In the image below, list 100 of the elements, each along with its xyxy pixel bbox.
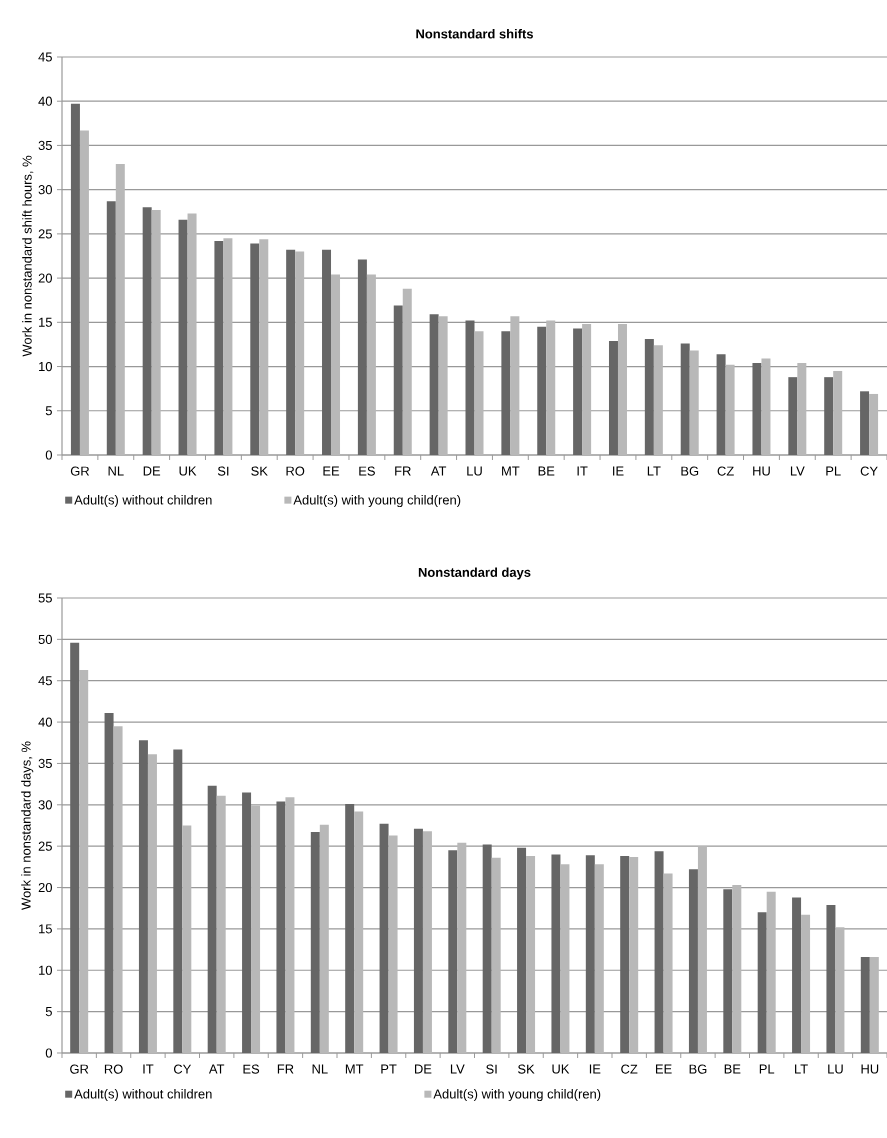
- x-tick-label: IE: [589, 1064, 601, 1074]
- bar: [147, 754, 157, 1053]
- bar: [448, 850, 458, 1053]
- x-tick-label: IE: [613, 466, 624, 476]
- bar: [644, 339, 654, 455]
- bar: [716, 354, 726, 455]
- x-tick-label: AT: [208, 1064, 225, 1074]
- x-tick-label: HU: [753, 466, 770, 476]
- x-tick-label: GR: [70, 466, 90, 476]
- y-tick-label: 45: [38, 676, 52, 686]
- bar: [801, 914, 811, 1053]
- bar: [285, 797, 295, 1053]
- bar: [788, 377, 798, 455]
- bar: [620, 856, 630, 1053]
- bar: [860, 391, 870, 455]
- bar: [757, 912, 767, 1053]
- x-tick-label: NL: [108, 466, 124, 476]
- x-tick-label: IT: [143, 1064, 154, 1074]
- y-tick-label: 10: [39, 361, 52, 372]
- bar: [70, 103, 80, 455]
- bar: [792, 897, 802, 1053]
- bar: [833, 370, 843, 455]
- x-tick-label: SK: [518, 1064, 535, 1074]
- y-tick-label: 25: [38, 841, 52, 851]
- x-tick-label: PL: [759, 1064, 775, 1074]
- bar: [331, 274, 341, 455]
- bar: [551, 854, 561, 1053]
- bar: [187, 213, 197, 455]
- chart-title: Nonstandard shifts: [416, 28, 533, 39]
- bar: [251, 805, 261, 1053]
- bar: [319, 824, 329, 1053]
- x-tick-label: BE: [724, 1064, 741, 1074]
- x-tick-label: RO: [104, 1064, 123, 1074]
- bar: [797, 363, 807, 455]
- bar: [182, 825, 192, 1053]
- x-tick-label: SI: [486, 1064, 497, 1074]
- bar: [474, 331, 484, 455]
- x-tick-label: LV: [790, 466, 805, 476]
- x-tick-label: PL: [826, 466, 841, 476]
- x-tick-label: AT: [430, 466, 447, 476]
- x-tick-label: DE: [415, 1064, 432, 1074]
- bar: [491, 857, 501, 1053]
- y-tick-label: 25: [38, 229, 52, 239]
- y-tick-label: 5: [45, 406, 52, 416]
- y-tick-label: 20: [38, 882, 52, 893]
- bar: [310, 832, 320, 1053]
- bar: [517, 847, 527, 1053]
- bar: [869, 393, 879, 455]
- x-tick-label: EE: [655, 1064, 672, 1074]
- bar: [345, 803, 355, 1053]
- x-tick-label: HU: [861, 1064, 879, 1074]
- bar: [142, 207, 152, 455]
- x-tick-label: CY: [173, 1064, 192, 1074]
- bar: [546, 320, 556, 455]
- bar: [608, 340, 618, 455]
- x-tick-label: BG: [689, 1064, 707, 1074]
- y-tick-label: 0: [45, 450, 52, 460]
- y-tick-label: 45: [38, 52, 52, 62]
- y-axis-title: Work in nonstandard days, %: [21, 741, 34, 910]
- y-tick-label: 30: [38, 800, 52, 810]
- bar: [826, 904, 836, 1053]
- x-tick-label: EE: [323, 466, 340, 476]
- bar: [422, 831, 432, 1053]
- bar: [322, 249, 332, 455]
- bar: [438, 316, 448, 455]
- bar: [688, 869, 698, 1053]
- bar: [617, 324, 627, 455]
- y-tick-label: 15: [39, 924, 52, 934]
- x-tick-label: NL: [312, 1064, 328, 1074]
- chart-title: Nonstandard days: [418, 567, 531, 580]
- bar: [654, 851, 664, 1053]
- y-axis-title: Work in nonstandard shift hours, %: [22, 155, 34, 357]
- bar: [689, 350, 699, 455]
- bar: [573, 328, 583, 455]
- bar: [824, 377, 834, 455]
- x-tick-label: LT: [795, 1064, 808, 1074]
- bar: [379, 823, 389, 1053]
- bar: [79, 130, 89, 455]
- x-tick-label: MT: [345, 1064, 364, 1074]
- bar: [835, 927, 845, 1053]
- bar: [79, 669, 89, 1053]
- bar: [216, 795, 226, 1053]
- bar: [860, 957, 870, 1053]
- bar: [393, 305, 403, 455]
- bar: [766, 891, 776, 1053]
- bar: [501, 331, 511, 455]
- y-tick-label: 0: [45, 1048, 52, 1058]
- bar: [629, 856, 639, 1053]
- bar: [582, 324, 592, 455]
- bar: [151, 210, 161, 455]
- x-tick-label: FR: [277, 1064, 294, 1074]
- x-tick-label: UK: [552, 1064, 570, 1074]
- y-tick-label: 35: [38, 758, 52, 769]
- bar: [465, 320, 475, 455]
- bar: [723, 889, 733, 1053]
- legend-label: Adult(s) without children: [74, 1089, 212, 1102]
- bar: [207, 785, 217, 1053]
- bar: [585, 855, 595, 1053]
- x-tick-label: CY: [860, 466, 878, 476]
- x-tick-label: RO: [286, 466, 305, 476]
